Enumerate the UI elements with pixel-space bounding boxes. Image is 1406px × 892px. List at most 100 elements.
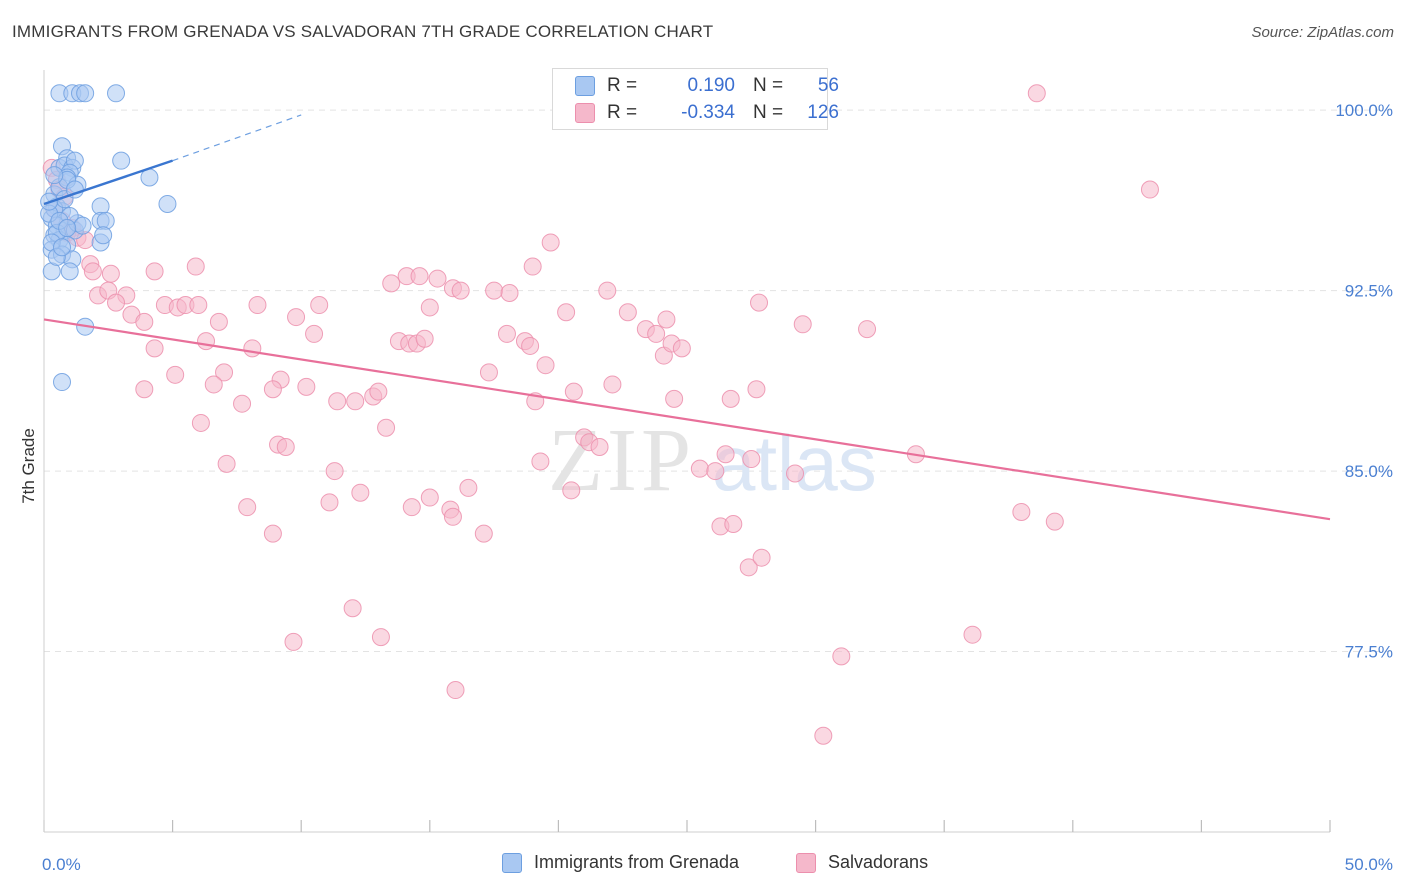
x-axis [43,70,1331,833]
point-salvadorans [521,336,540,355]
y-tick-label: 100.0% [1335,101,1393,120]
point-grenada [158,194,177,213]
legend-label-salvadorans: Salvadorans [828,852,929,872]
legend-row-grenada: R = 0.190 N = 56 [575,74,839,98]
point-salvadorans [739,558,758,577]
trend-line-grenada-extension [172,114,302,162]
point-grenada [45,166,64,185]
series-salvadorans-points [42,84,1159,745]
source-note: Source: ZipAtlas.com [1251,24,1394,41]
point-salvadorans [474,524,493,543]
correlation-legend: R = 0.190 N = 56 R = -0.334 N = 126 [552,68,839,130]
y-tick-label: 77.5% [1345,643,1393,662]
point-salvadorans [721,389,740,408]
point-salvadorans [1045,512,1064,531]
trend-line-grenada [43,159,173,206]
point-salvadorans [377,418,396,437]
point-salvadorans [328,392,347,411]
point-salvadorans [459,478,478,497]
point-salvadorans [166,365,185,384]
trend-line-salvadorans [43,318,1331,521]
point-salvadorans [963,625,982,644]
point-salvadorans [263,380,282,399]
legend-r-value-salvadorans: -0.334 [681,102,735,123]
point-salvadorans [747,380,766,399]
point-salvadorans [197,332,216,351]
point-salvadorans [531,452,550,471]
legend-swatch-salvadorans [575,103,595,123]
point-salvadorans [248,296,267,315]
point-salvadorans [310,296,329,315]
point-salvadorans [191,413,210,432]
legend-n-label: N = [753,102,784,123]
watermark-atlas: atlas [712,419,877,507]
point-grenada [73,216,92,235]
point-salvadorans [217,454,236,473]
point-salvadorans [657,310,676,329]
point-salvadorans [145,339,164,358]
series-legend: Immigrants from Grenada Salvadorans [0,852,1406,878]
point-grenada [53,373,72,392]
point-salvadorans [287,308,306,327]
point-grenada [107,84,126,103]
point-salvadorans [145,262,164,281]
point-salvadorans [410,267,429,286]
point-salvadorans [742,450,761,469]
point-salvadorans [346,392,365,411]
point-salvadorans [690,459,709,478]
point-salvadorans [83,262,102,281]
point-grenada [112,151,131,170]
point-salvadorans [672,339,691,358]
chart-title: IMMIGRANTS FROM GRENADA VS SALVADORAN 7T… [12,22,714,41]
point-salvadorans [706,462,725,481]
point-salvadorans [189,296,208,315]
point-salvadorans [428,269,447,288]
point-salvadorans [562,481,581,500]
point-salvadorans [1027,84,1046,103]
point-salvadorans [305,324,324,343]
point-salvadorans [724,515,743,533]
legend-n-value-grenada: 56 [817,75,839,96]
point-salvadorans [415,329,434,348]
point-salvadorans [523,257,542,276]
y-tick-label: 85.0% [1345,462,1393,481]
point-salvadorans [276,438,295,456]
point-salvadorans [832,647,851,666]
point-salvadorans [1012,502,1031,521]
point-salvadorans [451,281,470,300]
point-salvadorans [716,445,735,464]
point-salvadorans [497,324,516,343]
x-tick-label-max: 50.0% [1345,855,1393,874]
point-salvadorans [238,498,257,517]
point-salvadorans [107,293,126,312]
y-axis-label: 7th Grade [19,428,38,504]
point-salvadorans [443,507,462,526]
legend-r-label: R = [607,102,638,123]
point-salvadorans [557,303,576,322]
point-salvadorans [135,312,154,331]
gridlines [44,109,1393,653]
point-grenada [58,219,77,238]
point-salvadorans [420,298,439,317]
point-salvadorans [479,363,498,382]
point-salvadorans [263,524,282,543]
point-salvadorans [325,462,344,481]
point-salvadorans [665,389,684,408]
legend-item-grenada: Immigrants from Grenada [502,852,739,873]
y-tick-labels: 77.5% 85.0% 92.5% 100.0% [1335,101,1393,661]
legend-swatch-salvadorans [796,852,816,873]
point-salvadorans [351,483,370,502]
legend-r-label: R = [607,75,638,96]
point-salvadorans [371,628,390,647]
point-salvadorans [343,599,362,618]
legend-n-value-salvadorans: 126 [807,102,839,123]
point-salvadorans [750,293,769,312]
point-grenada [53,238,72,257]
point-salvadorans [233,394,252,413]
point-salvadorans [564,382,583,401]
legend-row-salvadorans: R = -0.334 N = 126 [575,101,839,125]
point-salvadorans [382,274,401,293]
point-salvadorans [243,339,262,358]
legend-swatch-grenada [575,76,595,96]
point-grenada [76,84,95,103]
